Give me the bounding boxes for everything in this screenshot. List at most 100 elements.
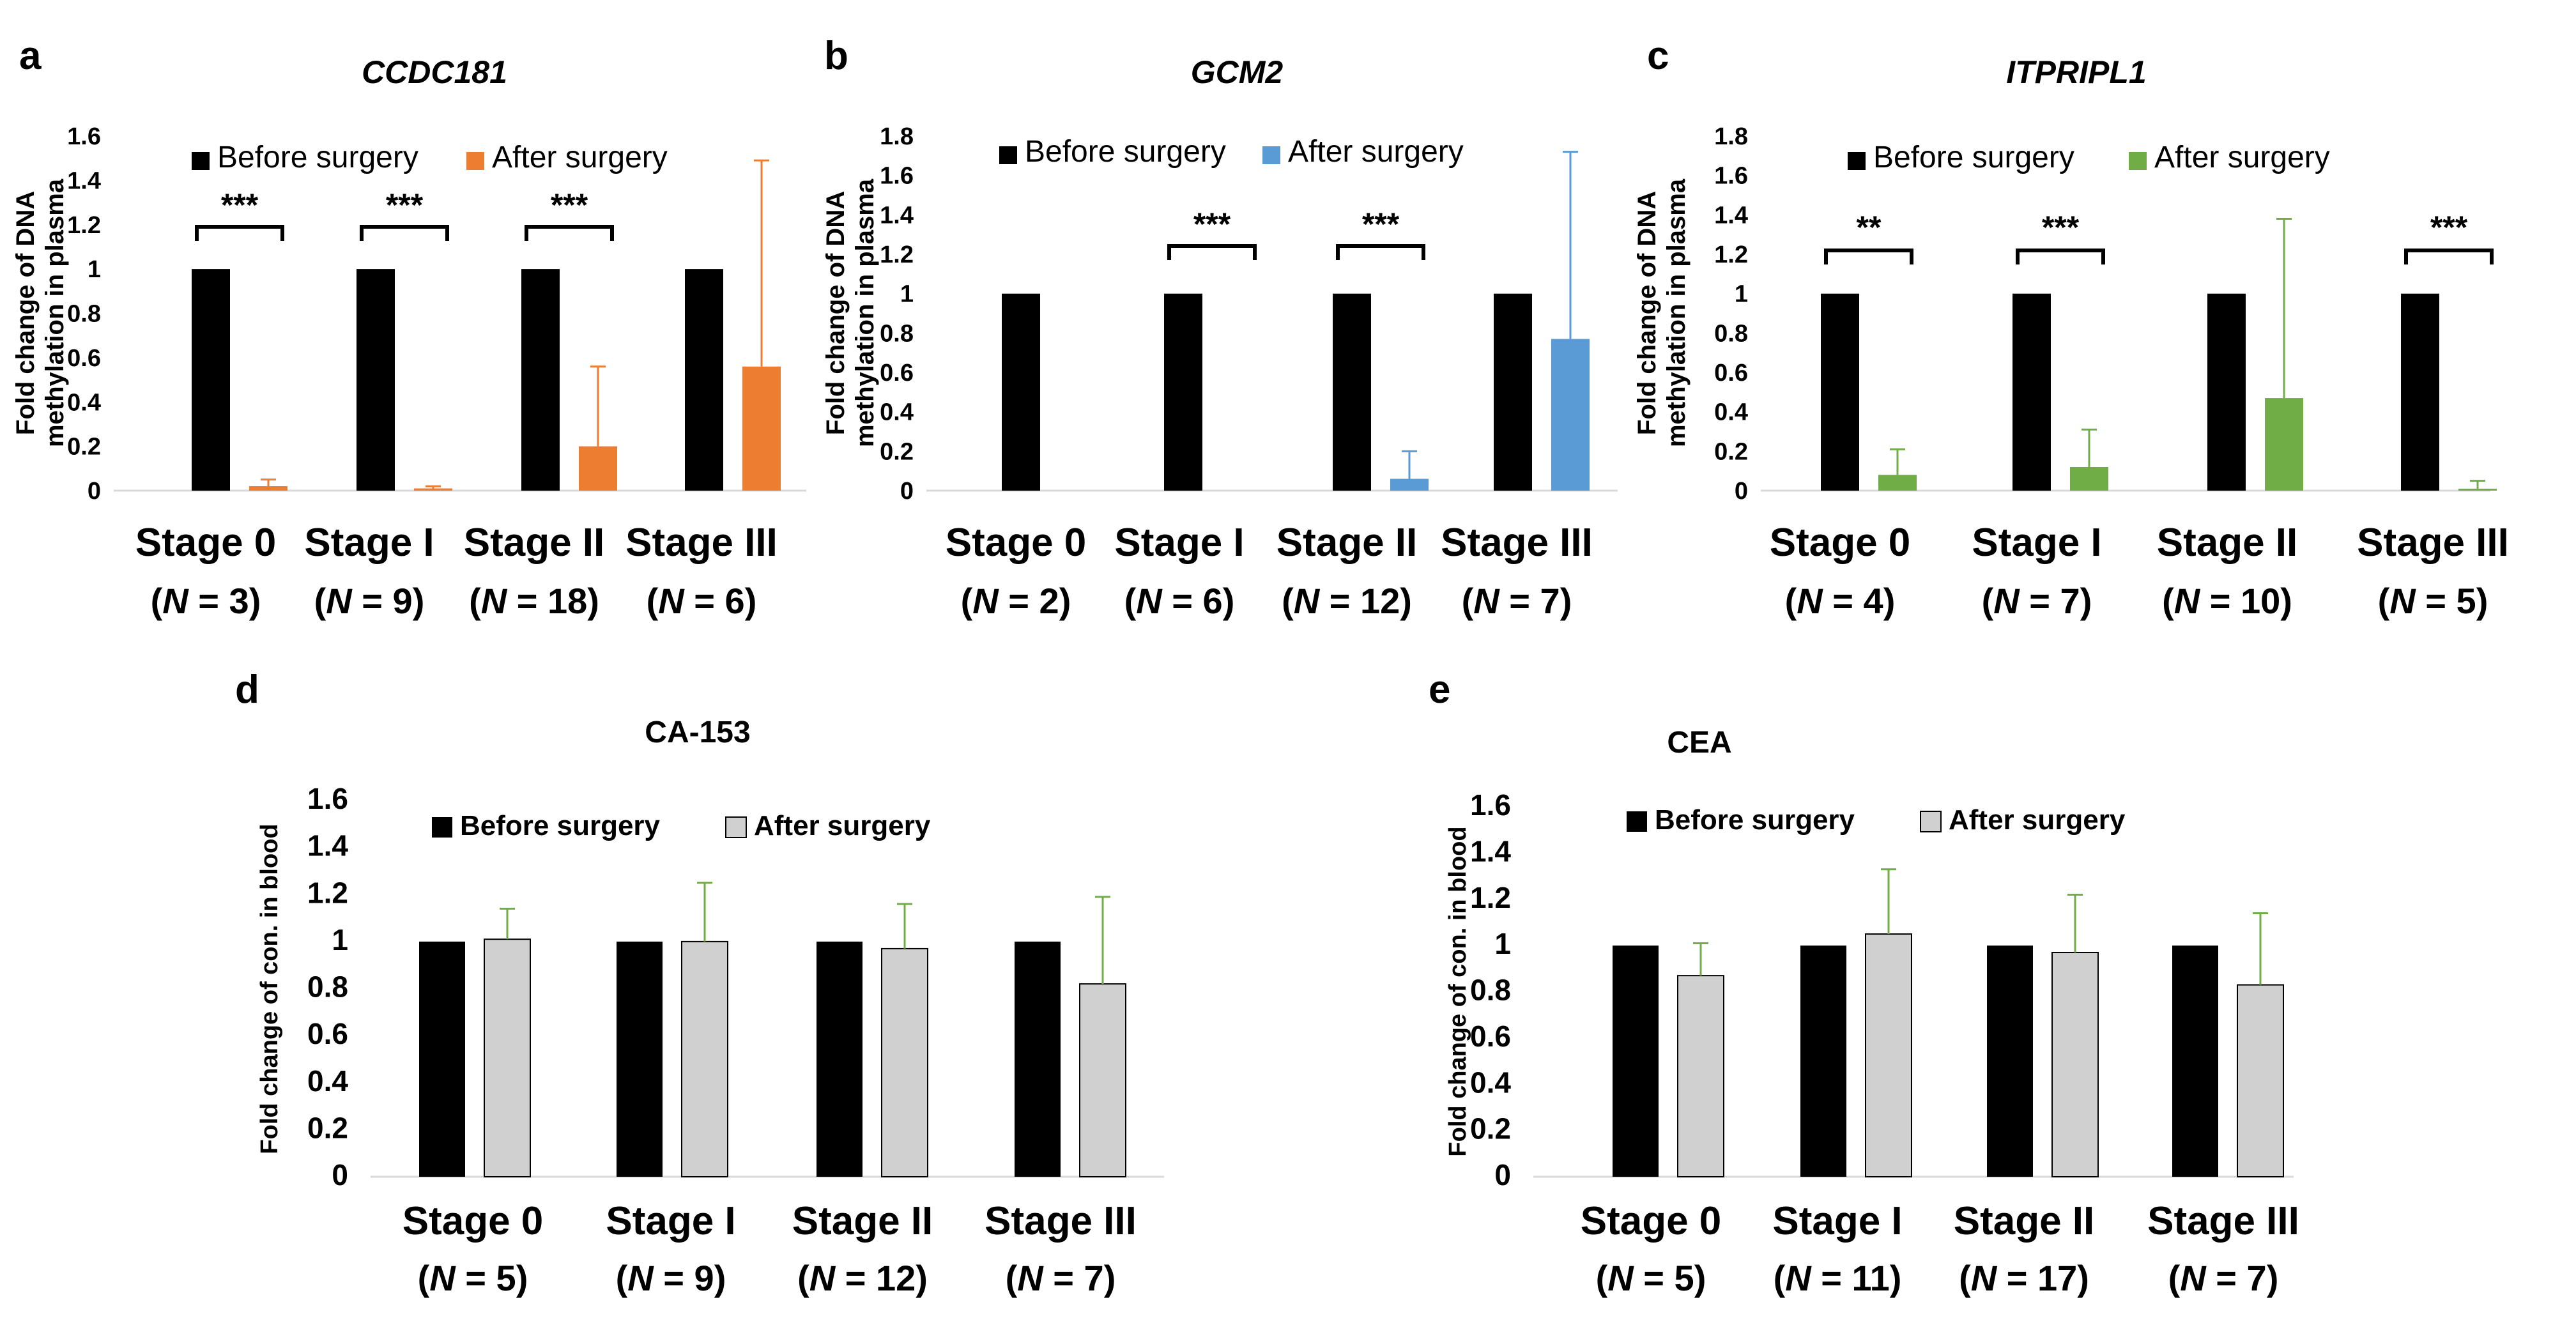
y-axis-label: Fold change of DNA methylation in plasma bbox=[1633, 178, 1690, 447]
y-tick-label: 1.4 bbox=[67, 167, 101, 194]
x-category-label: Stage II bbox=[1276, 521, 1418, 565]
x-n-label: (N = 4) bbox=[1785, 581, 1896, 621]
y-tick-label: 1.6 bbox=[67, 123, 101, 150]
bar-after-surgery bbox=[2265, 398, 2303, 491]
significance-label: *** bbox=[1193, 206, 1231, 242]
legend-swatch bbox=[1848, 152, 1866, 170]
legend-swatch bbox=[999, 146, 1017, 164]
x-n-label: (N = 6) bbox=[647, 581, 757, 621]
y-tick-label: 0.6 bbox=[307, 1017, 348, 1050]
chart-title: ITPRIPL1 bbox=[2006, 54, 2146, 90]
y-axis-label: Fold change of DNA methylation in plasma bbox=[12, 178, 69, 447]
y-tick-label: 0.2 bbox=[67, 434, 101, 461]
legend-swatch bbox=[192, 152, 210, 170]
legend-label: After surgery bbox=[1288, 135, 1464, 169]
legend-label: After surgery bbox=[2154, 141, 2330, 174]
panel-e: e CEA 0 0.2 0.4 0.6 0.8 1 1.2 1.4 1.6 Fold change o… bbox=[1429, 668, 2299, 1298]
bar-after-surgery bbox=[1865, 933, 1912, 1177]
x-category-label: Stage II bbox=[1954, 1199, 2095, 1243]
y-tick-label: 0.6 bbox=[1470, 1020, 1511, 1053]
panel-label: d bbox=[235, 668, 259, 712]
y-tick-label: 1.8 bbox=[880, 123, 914, 150]
significance-label: *** bbox=[386, 187, 424, 223]
x-category-label: Stage II bbox=[464, 521, 605, 565]
bar-before-surgery bbox=[1164, 293, 1202, 491]
y-tick-label: 0 bbox=[1735, 478, 1748, 505]
y-axis-label-line: Fold change of con. in blood bbox=[1445, 826, 1471, 1156]
y-tick-label: 0.6 bbox=[67, 345, 101, 372]
significance-bracket bbox=[1167, 244, 1257, 260]
y-tick-label: 1.4 bbox=[880, 202, 914, 229]
panel-a: a CCDC181 0 0.2 0.4 0.6 0.8 1 1.2 1.4 1.6 Fold chan… bbox=[12, 34, 806, 621]
bar-before-surgery bbox=[1333, 293, 1371, 491]
y-axis-label-line: methylation in plasma bbox=[41, 178, 69, 447]
panel-label: e bbox=[1429, 668, 1450, 712]
legend-label: After surgery bbox=[1949, 804, 2126, 836]
x-n-label: (N = 12) bbox=[1282, 581, 1412, 621]
panel-label: c bbox=[1647, 34, 1669, 78]
y-axis-label: Fold change of con. in blood bbox=[256, 823, 283, 1154]
bar-after-surgery bbox=[484, 938, 531, 1177]
y-tick-label: 1.6 bbox=[307, 782, 348, 815]
panel-b: b GCM2 0 0.2 0.4 0.6 0.8 1 1.2 1.4 1.6 1.8 Fold chan… bbox=[822, 34, 1618, 621]
y-tick-label: 1 bbox=[1735, 281, 1748, 308]
x-n-label: (N = 7) bbox=[1982, 581, 2092, 621]
y-tick-label: 1 bbox=[900, 281, 914, 308]
chart-title: GCM2 bbox=[1191, 54, 1284, 90]
bar-before-surgery bbox=[1821, 293, 1859, 491]
y-tick-label: 0 bbox=[1494, 1158, 1511, 1191]
y-tick-label: 1.2 bbox=[1470, 881, 1511, 914]
bar-before-surgery bbox=[2172, 945, 2218, 1177]
y-tick-label: 0.8 bbox=[1470, 974, 1511, 1007]
x-n-label: (N = 9) bbox=[314, 581, 425, 621]
x-category-label: Stage II bbox=[792, 1199, 933, 1243]
significance-bracket bbox=[525, 225, 614, 241]
x-category-label: Stage 0 bbox=[1770, 521, 1911, 565]
bar-after-surgery bbox=[2237, 984, 2284, 1178]
legend-label: Before surgery bbox=[217, 141, 418, 174]
y-tick-label: 0.8 bbox=[67, 301, 101, 328]
significance-label: *** bbox=[2430, 210, 2468, 245]
panel-d: d CA-153 0 0.2 0.4 0.6 0.8 1 1.2 1.4 1.6 Fold chang… bbox=[235, 668, 1164, 1298]
x-n-label: (N = 5) bbox=[2378, 581, 2488, 621]
y-tick-label: 0.2 bbox=[1714, 438, 1748, 465]
y-axis-label-line: methylation in plasma bbox=[1662, 178, 1690, 447]
bar-before-surgery bbox=[192, 269, 230, 491]
significance-label: *** bbox=[551, 187, 588, 223]
y-axis-label-line: Fold change of DNA bbox=[1633, 191, 1661, 435]
legend: Before surgery After surgery bbox=[999, 135, 1464, 169]
y-tick-label: 1.4 bbox=[1470, 834, 1511, 868]
bar-before-surgery bbox=[2012, 293, 2051, 491]
y-tick-label: 0.6 bbox=[1714, 360, 1748, 387]
bar-after-surgery bbox=[1677, 975, 1724, 1177]
y-tick-label: 1 bbox=[332, 923, 348, 956]
significance-label: *** bbox=[221, 187, 259, 223]
bar-before-surgery bbox=[1800, 945, 1846, 1177]
bar-before-surgery bbox=[816, 941, 862, 1177]
panel-label: a bbox=[19, 34, 42, 78]
bar-before-surgery bbox=[521, 269, 560, 491]
x-n-label: (N = 7) bbox=[2168, 1258, 2279, 1298]
y-axis-label: Fold change of DNA methylation in plasma bbox=[822, 178, 879, 447]
y-tick-label: 0.4 bbox=[67, 389, 101, 416]
significance-bracket bbox=[2016, 249, 2105, 264]
legend-swatch bbox=[1262, 146, 1280, 164]
x-n-label: (N = 5) bbox=[418, 1258, 528, 1298]
bar-after-surgery bbox=[2070, 467, 2108, 491]
bar-after-surgery bbox=[579, 446, 617, 491]
x-n-label: (N = 2) bbox=[961, 581, 1071, 621]
y-tick-label: 0.8 bbox=[1714, 320, 1748, 347]
y-tick-label: 0 bbox=[900, 478, 914, 505]
x-n-label: (N = 18) bbox=[469, 581, 599, 621]
x-category-label: Stage 0 bbox=[1581, 1199, 1722, 1243]
x-category-label: Stage III bbox=[1441, 521, 1593, 565]
y-axis-label-line: Fold change of DNA bbox=[12, 191, 40, 435]
x-n-label: (N = 5) bbox=[1596, 1258, 1706, 1298]
y-tick-label: 1.8 bbox=[1714, 123, 1748, 150]
x-category-label: Stage III bbox=[2147, 1199, 2299, 1243]
bar-after-surgery bbox=[681, 940, 728, 1177]
legend-swatch bbox=[1920, 811, 1942, 832]
panel-label: b bbox=[824, 34, 848, 78]
panel-c: c ITPRIPL1 0 0.2 0.4 0.6 0.8 1 1.2 1.4 1.6 1.8 Fold … bbox=[1633, 34, 2509, 621]
